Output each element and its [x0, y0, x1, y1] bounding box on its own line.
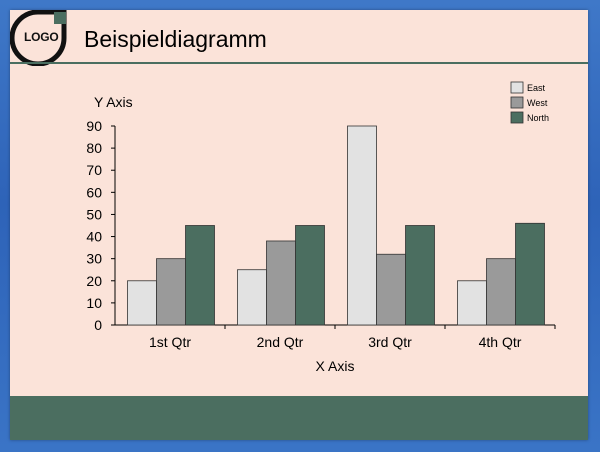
bar-east-2: [237, 269, 267, 326]
y-tick-label: 70: [86, 162, 102, 178]
legend-label-north: North: [527, 113, 549, 123]
y-tick-label: 90: [86, 118, 102, 134]
bar-east-3: [347, 125, 377, 326]
legend-label-west: West: [527, 98, 548, 108]
y-tick-label: 60: [86, 184, 102, 200]
page-title: Beispieldiagramm: [84, 26, 267, 52]
legend-swatch-east: [510, 81, 524, 94]
bar-north-4: [515, 222, 545, 326]
bar-chart: Y Axis 0 10 20 30 40 50 60 70 80 90 1st Qtr 2nd Qtr 3…: [86, 81, 556, 374]
slide: LOGO Beispieldiagramm Y Axis 0 10 20 30 40 50 6…: [10, 10, 588, 440]
y-tick-label: 30: [86, 251, 102, 267]
x-tick-label: 1st Qtr: [149, 334, 191, 350]
legend-swatch-west: [510, 96, 524, 109]
x-tick-label: 4th Qtr: [479, 334, 522, 350]
y-tick-label: 40: [86, 229, 102, 245]
logo-text: LOGO: [24, 30, 59, 44]
legend-swatch-north: [510, 111, 524, 124]
y-tick-label: 80: [86, 140, 102, 156]
y-tick-label: 0: [94, 317, 102, 333]
y-tick-label: 10: [86, 295, 102, 311]
footer-band: [10, 396, 588, 440]
bar-west-2: [266, 240, 296, 326]
bar-north-3: [405, 225, 435, 326]
x-tick-label: 2nd Qtr: [257, 334, 304, 350]
bar-north-1: [185, 225, 215, 326]
bar-east-1: [127, 280, 157, 326]
x-axis-label: X Axis: [316, 358, 355, 374]
bar-west-1: [156, 258, 186, 326]
header-divider: [10, 62, 588, 64]
y-axis-label: Y Axis: [94, 94, 133, 110]
logo-mark-icon: [10, 10, 67, 67]
bar-north-2: [295, 225, 325, 326]
logo: LOGO: [10, 10, 70, 67]
bar-east-4: [457, 280, 487, 326]
legend-label-east: East: [527, 83, 546, 93]
y-tick-label: 20: [86, 273, 102, 289]
x-tick-label: 3rd Qtr: [368, 334, 412, 350]
bar-west-4: [486, 258, 516, 326]
bar-west-3: [376, 253, 406, 326]
y-tick-label: 50: [86, 206, 102, 222]
